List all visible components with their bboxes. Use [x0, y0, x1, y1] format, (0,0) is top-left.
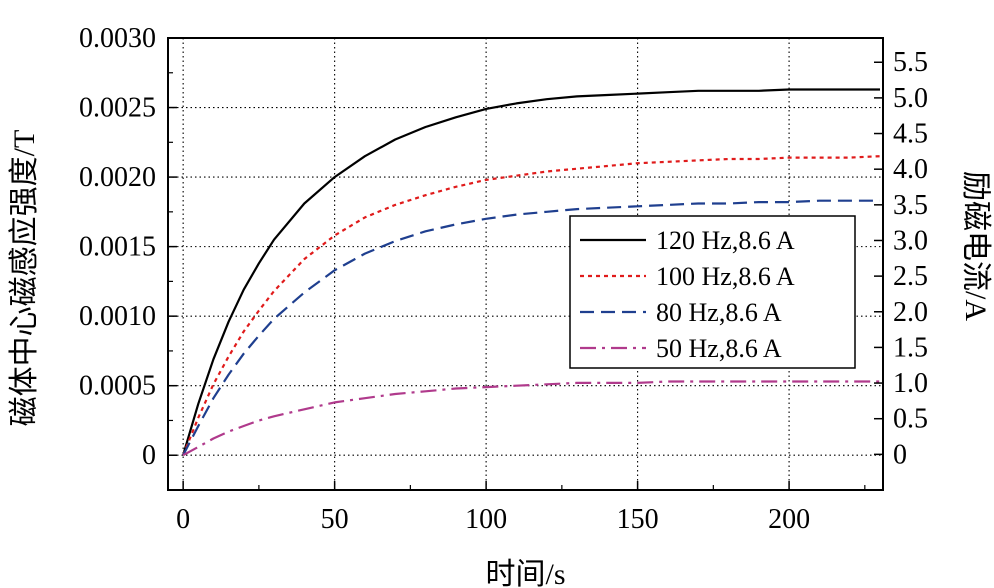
series-line — [182, 199, 880, 456]
series-line — [182, 155, 881, 456]
data-series — [182, 88, 881, 457]
legend-box — [569, 215, 856, 369]
y2-tick-label: 1.0 — [893, 368, 928, 399]
y-tick-label: 0.0025 — [79, 93, 156, 124]
x-axis-title: 时间/s — [485, 558, 565, 588]
x-tick-label: 200 — [768, 504, 810, 535]
series-line — [182, 88, 880, 456]
y2-tick-label: 5.0 — [893, 83, 928, 114]
y2-tick-label: 4.0 — [893, 154, 928, 185]
legend-label: 80 Hz,8.6 A — [656, 298, 782, 327]
x-tick-label: 150 — [617, 504, 659, 535]
legend-label: 120 Hz,8.6 A — [656, 226, 795, 255]
y-tick-label: 0.0010 — [79, 301, 156, 332]
y-axis-title: 磁体中心磁感应强度/T — [8, 130, 41, 427]
y2-tick-label: 1.5 — [893, 332, 928, 363]
legend-label: 100 Hz,8.6 A — [656, 262, 795, 291]
y2-tick-label: 0.5 — [893, 404, 928, 435]
y-tick-label: 0.0015 — [79, 232, 156, 263]
y2-tick-label: 5.5 — [893, 47, 928, 78]
y2-tick-label: 0 — [893, 439, 907, 470]
legend: 120 Hz,8.6 A 100 Hz,8.6 A 80 Hz,8.6 A 50 Hz… — [569, 215, 856, 369]
y2-axis-title: 励磁电流/A — [959, 171, 992, 321]
series-line — [182, 380, 880, 457]
y2-tick-label: 2.0 — [893, 297, 928, 328]
y2-tick-label: 3.5 — [893, 190, 928, 221]
y-tick-label: 0.0020 — [79, 162, 156, 193]
y-tick-label: 0.0030 — [79, 23, 156, 54]
axis-ticks — [168, 37, 883, 490]
y2-tick-label: 4.5 — [893, 119, 928, 150]
y-tick-label: 0 — [142, 440, 156, 471]
plot-frame — [167, 37, 884, 491]
x-tick-label: 100 — [465, 504, 507, 535]
y2-tick-label: 3.0 — [893, 225, 928, 256]
y-tick-label: 0.0005 — [79, 371, 156, 402]
x-tick-label: 50 — [321, 504, 349, 535]
y2-tick-label: 2.5 — [893, 261, 928, 292]
legend-label: 50 Hz,8.6 A — [656, 334, 782, 363]
x-tick-label: 0 — [176, 504, 190, 535]
